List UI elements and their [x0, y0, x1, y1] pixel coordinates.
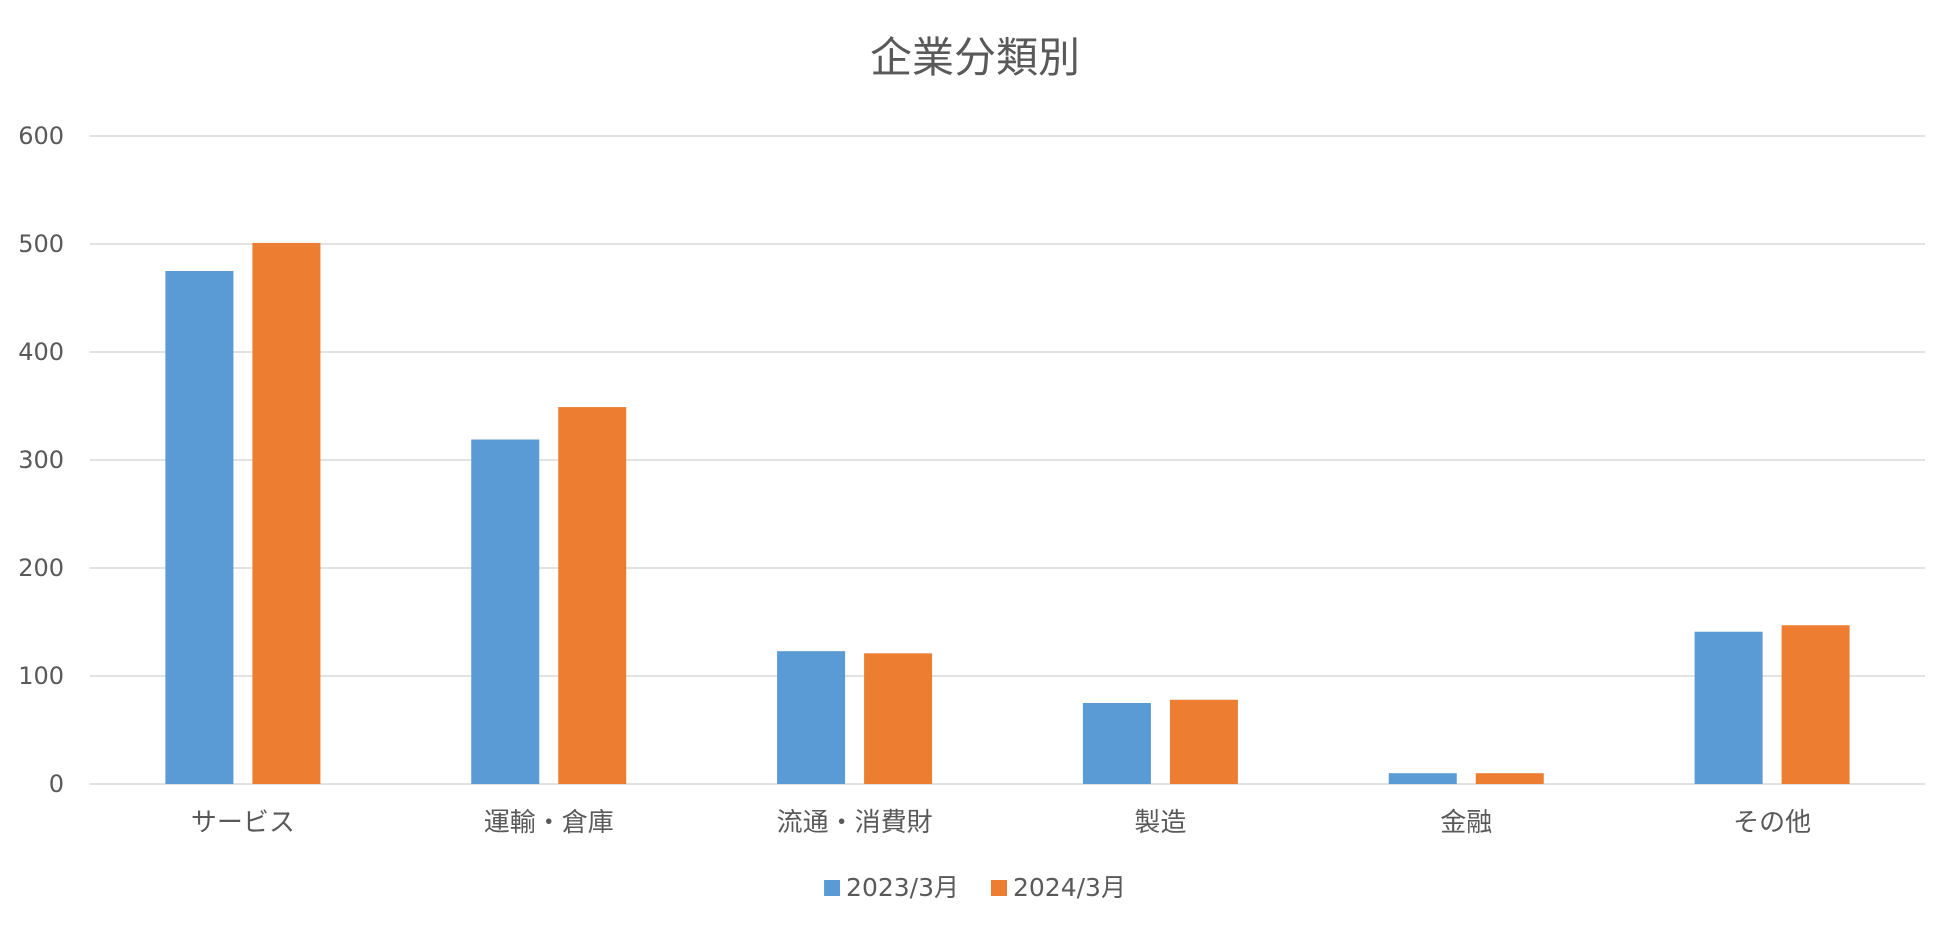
bar [471, 439, 540, 784]
bar [252, 242, 321, 785]
legend-item: 2023/3月 [824, 873, 959, 902]
bar [1388, 773, 1457, 784]
y-tick-label: 600 [18, 122, 64, 150]
bar [864, 653, 933, 784]
bar [1475, 773, 1544, 784]
x-axis-categories: サービス 運輸・倉庫 流通・消費財 製造 金融 その他 [191, 808, 1811, 838]
y-tick-label: 0 [49, 770, 64, 798]
legend-label: 2024/3月 [1013, 873, 1126, 902]
y-tick-label: 200 [18, 554, 64, 582]
bars [165, 242, 1850, 785]
gridlines [90, 135, 1925, 785]
y-tick-label: 400 [18, 338, 64, 366]
bar [1781, 625, 1850, 784]
chart-title: 企業分類別 [870, 33, 1080, 82]
x-tick-label: 流通・消費財 [777, 808, 933, 838]
x-tick-label: 金融 [1440, 808, 1492, 838]
bar [558, 407, 627, 784]
legend-swatch [824, 880, 841, 896]
y-tick-label: 500 [18, 230, 64, 258]
legend-swatch [991, 880, 1007, 896]
legend: 2023/3月 2024/3月 [824, 873, 1126, 902]
x-tick-label: 製造 [1134, 808, 1186, 838]
y-axis-ticks: 0 100 200 300 400 500 600 [18, 122, 64, 798]
x-tick-label: サービス [191, 808, 295, 838]
bar [1694, 631, 1763, 784]
bar [1082, 703, 1151, 784]
bar [777, 651, 846, 784]
y-tick-label: 300 [18, 446, 64, 474]
x-tick-label: その他 [1733, 808, 1811, 838]
bar [1169, 699, 1238, 784]
legend-label: 2023/3月 [846, 873, 959, 902]
y-tick-label: 100 [18, 662, 64, 690]
x-tick-label: 運輸・倉庫 [484, 808, 614, 838]
bar [165, 271, 234, 784]
legend-item: 2024/3月 [991, 873, 1126, 902]
